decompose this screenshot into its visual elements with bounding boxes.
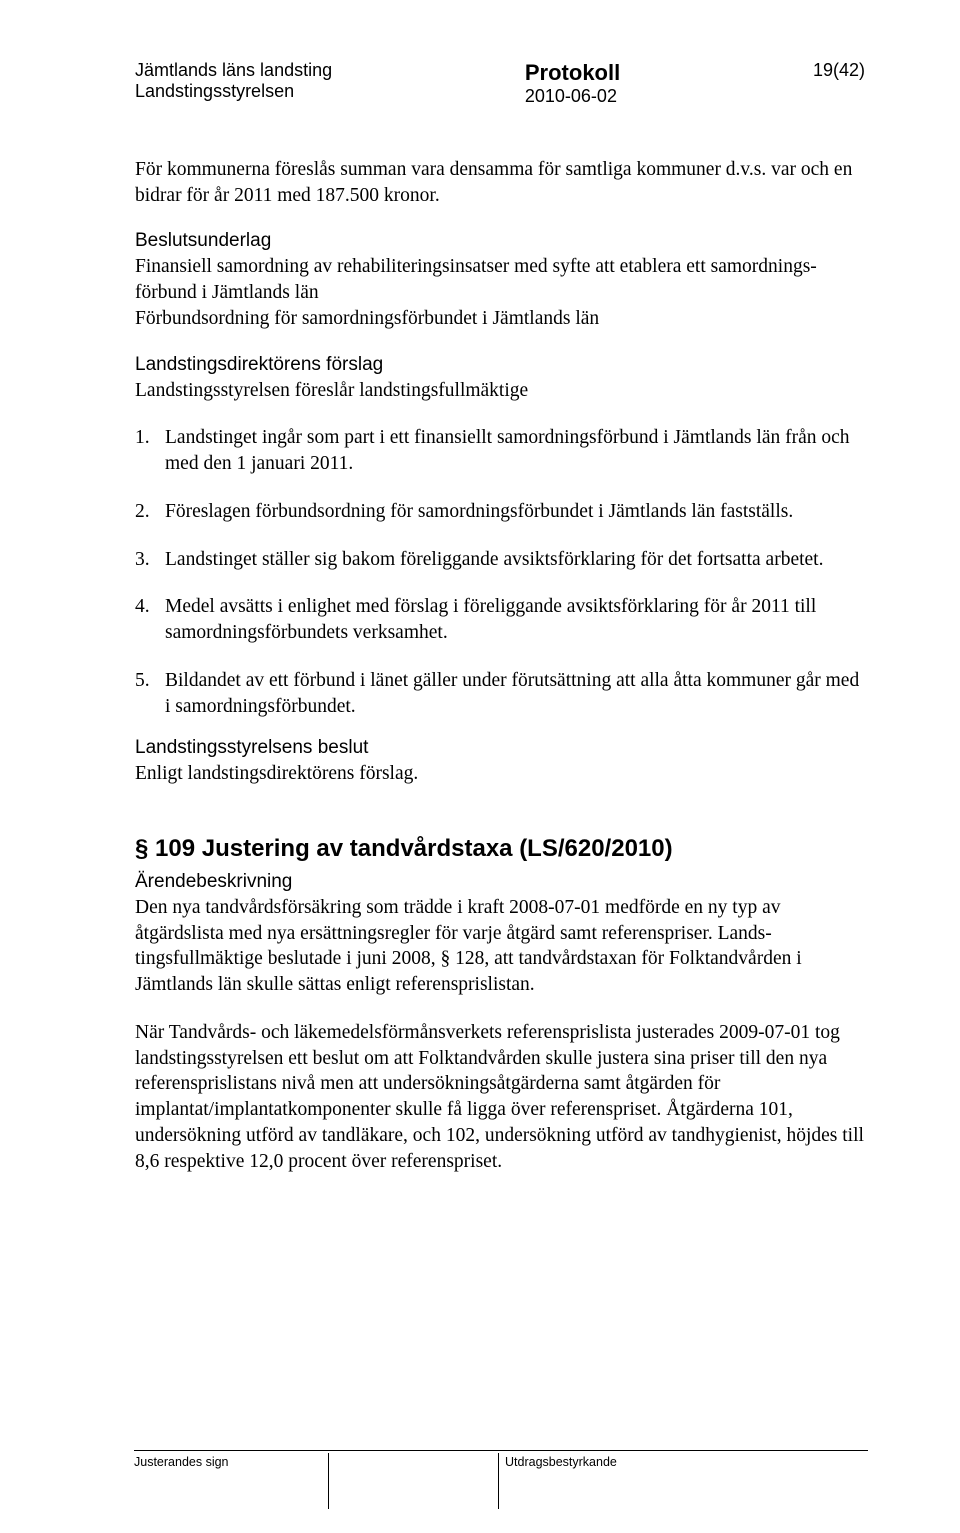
beslutsunderlag-section: Beslutsunderlag Finansiell samordning av… bbox=[135, 230, 865, 331]
document-page: Jämtlands läns landsting Landstingsstyre… bbox=[0, 0, 960, 1533]
beslut-p1: Enligt landstingsdirektörens förslag. bbox=[135, 761, 865, 787]
beslutsunderlag-heading: Beslutsunderlag bbox=[135, 230, 865, 252]
header-center: Protokoll 2010-06-02 bbox=[525, 60, 620, 107]
page-header: Jämtlands läns landsting Landstingsstyre… bbox=[135, 60, 865, 107]
document-date: 2010-06-02 bbox=[525, 86, 620, 107]
list-num: 2. bbox=[135, 499, 165, 525]
list-text: Landstinget ställer sig bakom föreliggan… bbox=[165, 547, 865, 573]
beslutsunderlag-p1: Finansiell samordning av rehabiliterings… bbox=[135, 254, 865, 305]
list-text: Föreslagen förbundsordning för samordnin… bbox=[165, 499, 865, 525]
list-item: 2.Föreslagen förbundsordning för samordn… bbox=[135, 499, 865, 525]
beslut-heading: Landstingsstyrelsens beslut bbox=[135, 737, 865, 759]
org-name: Jämtlands läns landsting bbox=[135, 60, 332, 81]
beslut-section: Landstingsstyrelsens beslut Enligt lands… bbox=[135, 737, 865, 787]
arendebeskrivning-heading: Ärendebeskrivning bbox=[135, 871, 865, 893]
s109-p1: Den nya tandvårdsförsäkring som trädde i… bbox=[135, 895, 865, 998]
forslag-section: Landstingsdirektörens förslag Landstings… bbox=[135, 354, 865, 720]
forslag-list: 1.Landstinget ingår som part i ett finan… bbox=[135, 425, 865, 719]
list-text: Medel avsätts i enlighet med förslag i f… bbox=[165, 594, 865, 645]
forslag-heading: Landstingsdirektörens förslag bbox=[135, 354, 865, 376]
document-title: Protokoll bbox=[525, 60, 620, 86]
beslutsunderlag-p2: Förbundsordning för samordningsförbundet… bbox=[135, 306, 865, 332]
org-sub: Landstingsstyrelsen bbox=[135, 81, 332, 102]
footer-justerandes: Justerandes sign bbox=[134, 1453, 329, 1509]
list-item: 1.Landstinget ingår som part i ett finan… bbox=[135, 425, 865, 476]
footer-utdrag: Utdragsbestyrkande bbox=[499, 1453, 868, 1509]
footer-mid bbox=[329, 1453, 499, 1509]
page-number: 19(42) bbox=[813, 60, 865, 81]
list-num: 4. bbox=[135, 594, 165, 645]
footer-separator bbox=[134, 1450, 868, 1451]
intro-paragraph: För kommunerna föreslås summan vara dens… bbox=[135, 157, 865, 208]
header-left: Jämtlands läns landsting Landstingsstyre… bbox=[135, 60, 332, 107]
list-item: 3.Landstinget ställer sig bakom föreligg… bbox=[135, 547, 865, 573]
list-text: Bildandet av ett förbund i länet gäller … bbox=[165, 668, 865, 719]
list-num: 3. bbox=[135, 547, 165, 573]
list-num: 5. bbox=[135, 668, 165, 719]
list-num: 1. bbox=[135, 425, 165, 476]
page-footer: Justerandes sign Utdragsbestyrkande bbox=[0, 1450, 960, 1509]
section-109: § 109 Justering av tandvårdstaxa (LS/620… bbox=[135, 835, 865, 1174]
footer-row: Justerandes sign Utdragsbestyrkande bbox=[134, 1453, 868, 1509]
list-item: 5.Bildandet av ett förbund i länet gälle… bbox=[135, 668, 865, 719]
list-text: Landstinget ingår som part i ett finansi… bbox=[165, 425, 865, 476]
s109-p2: När Tandvårds- och läkemedelsförmånsverk… bbox=[135, 1020, 865, 1174]
list-item: 4.Medel avsätts i enlighet med förslag i… bbox=[135, 594, 865, 645]
forslag-lead: Landstingsstyrelsen föreslår landstingsf… bbox=[135, 378, 865, 404]
header-right: 19(42) bbox=[813, 60, 865, 107]
section-109-title: § 109 Justering av tandvårdstaxa (LS/620… bbox=[135, 835, 865, 863]
